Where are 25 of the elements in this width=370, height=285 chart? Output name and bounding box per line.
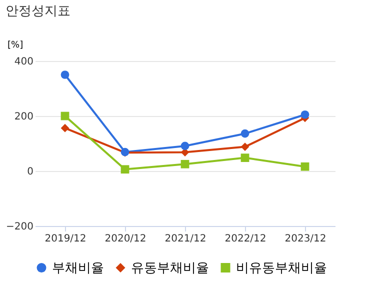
point [180,160,190,168]
y-tick-label: 0 [27,166,34,178]
chart-title: 안정성지표 [6,4,71,19]
point [240,154,250,162]
point [120,165,130,174]
x-tick-label: 2021/12 [164,234,206,244]
point [300,110,310,119]
point [300,162,310,171]
legend-label: 부채비율 [52,260,104,276]
point [60,70,70,79]
x-tick-label: 2020/12 [104,234,146,244]
y-tick-label: −200 [6,222,34,232]
point [180,142,190,150]
legend-label: 유동부채비율 [131,260,209,276]
x-tick-label: 2022/12 [224,234,266,244]
legend-label: 비유동부채비율 [236,260,327,276]
point [60,112,70,120]
x-tick-label: 2019/12 [44,234,86,244]
point [240,129,250,138]
y-axis-title: [%] [8,40,24,50]
x-tick-label: 2023/12 [284,234,326,244]
point [240,142,250,151]
y-tick-label: 200 [14,112,34,122]
point [60,124,70,132]
y-tick-label: 400 [14,56,34,68]
